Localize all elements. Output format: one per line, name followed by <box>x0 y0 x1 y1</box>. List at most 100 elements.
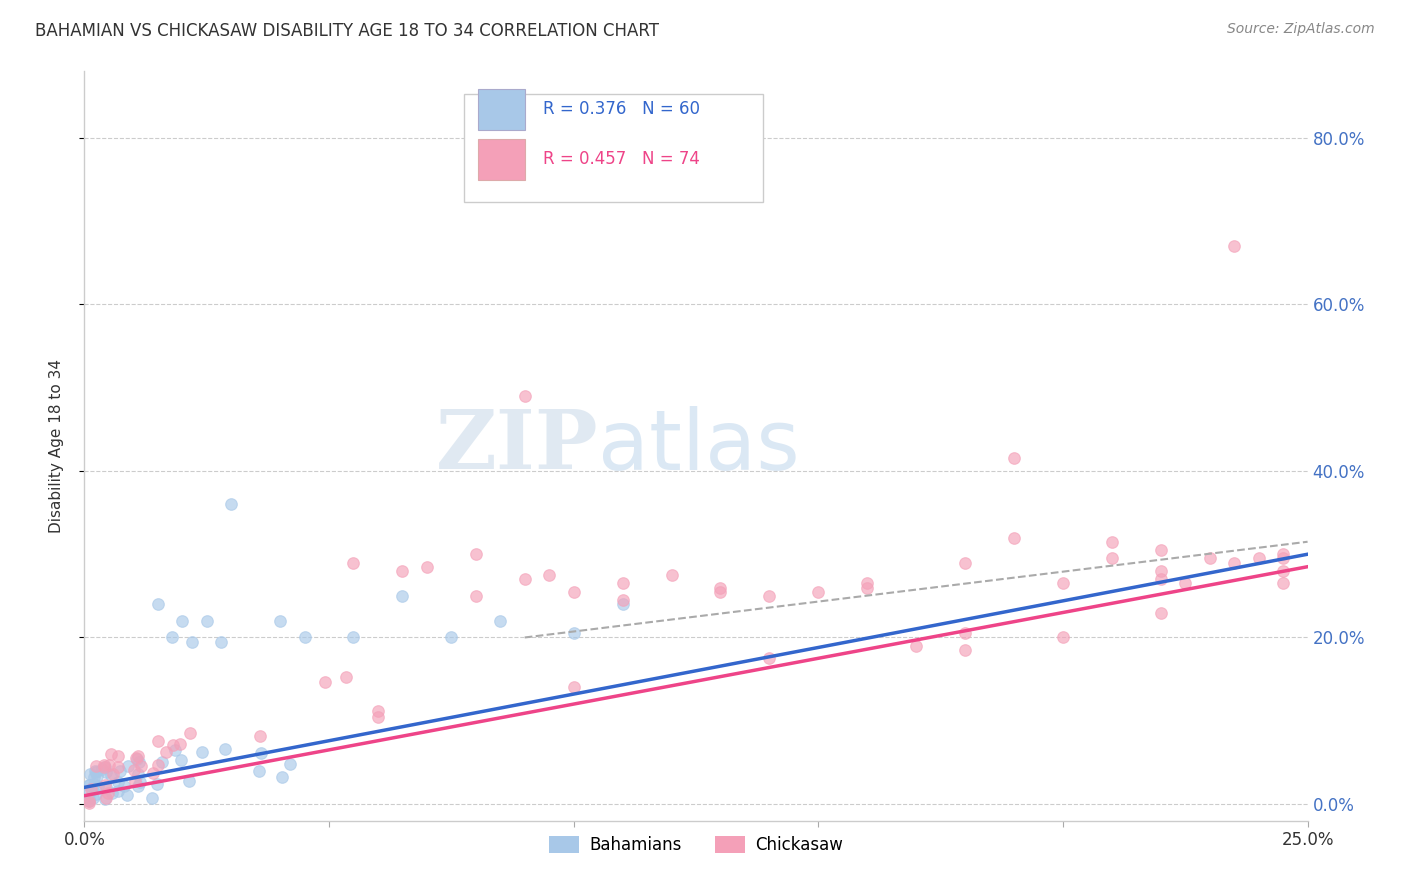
Point <box>107 784 129 798</box>
Point <box>93 758 115 772</box>
Point <box>562 626 585 640</box>
Point <box>128 756 150 770</box>
Legend: Bahamians, Chickasaw: Bahamians, Chickasaw <box>543 830 849 861</box>
Text: ZIP: ZIP <box>436 406 598 486</box>
Point <box>538 568 561 582</box>
Point <box>191 745 214 759</box>
Point <box>314 675 336 690</box>
Point <box>84 759 107 773</box>
Point <box>93 760 115 774</box>
Point <box>170 753 193 767</box>
Point <box>122 763 145 777</box>
Point <box>84 764 107 778</box>
Point <box>93 778 115 792</box>
Point <box>391 589 413 603</box>
Point <box>77 794 100 808</box>
Point <box>124 751 146 765</box>
Point <box>124 773 146 788</box>
Point <box>1150 572 1173 586</box>
Point <box>1052 631 1074 645</box>
Point <box>758 651 780 665</box>
Point <box>271 770 294 784</box>
Point <box>82 790 104 805</box>
Point <box>1101 534 1123 549</box>
Point <box>86 769 108 783</box>
Point <box>93 760 115 774</box>
Text: Source: ZipAtlas.com: Source: ZipAtlas.com <box>1227 22 1375 37</box>
Point <box>181 634 204 648</box>
Point <box>709 584 731 599</box>
Point <box>94 780 117 795</box>
Point <box>440 631 463 645</box>
Point <box>142 765 165 780</box>
Point <box>107 749 129 764</box>
Point <box>489 614 512 628</box>
Point <box>84 787 107 801</box>
Point <box>1150 606 1173 620</box>
Point <box>856 576 879 591</box>
Point <box>146 597 169 611</box>
Point <box>214 742 236 756</box>
Point <box>80 782 103 797</box>
Point <box>391 564 413 578</box>
Point <box>93 791 115 805</box>
Point <box>709 581 731 595</box>
Point <box>250 746 273 760</box>
Point <box>155 745 177 759</box>
Point <box>127 780 149 794</box>
Point <box>94 764 117 779</box>
Point <box>278 756 301 771</box>
Text: BAHAMIAN VS CHICKASAW DISABILITY AGE 18 TO 34 CORRELATION CHART: BAHAMIAN VS CHICKASAW DISABILITY AGE 18 … <box>35 22 659 40</box>
Point <box>1198 551 1220 566</box>
Point <box>172 614 194 628</box>
Point <box>905 639 928 653</box>
Y-axis label: Disability Age 18 to 34: Disability Age 18 to 34 <box>49 359 63 533</box>
Point <box>91 762 114 776</box>
Point <box>100 747 122 762</box>
Point <box>953 626 976 640</box>
Point <box>562 681 585 695</box>
Point <box>129 758 152 772</box>
FancyBboxPatch shape <box>464 94 763 202</box>
Point <box>856 581 879 595</box>
Point <box>661 568 683 582</box>
Point <box>79 767 101 781</box>
Point <box>162 738 184 752</box>
Text: atlas: atlas <box>598 406 800 486</box>
Point <box>513 389 536 403</box>
Point <box>367 704 389 718</box>
Point <box>758 589 780 603</box>
Point <box>80 781 103 796</box>
Point <box>416 559 439 574</box>
Text: R = 0.457   N = 74: R = 0.457 N = 74 <box>543 151 700 169</box>
Point <box>342 631 364 645</box>
Point <box>464 547 486 561</box>
Point <box>1272 551 1295 566</box>
Point <box>77 794 100 808</box>
Point <box>562 584 585 599</box>
Point <box>219 497 242 511</box>
Point <box>77 796 100 810</box>
Point <box>162 631 184 645</box>
Point <box>101 786 124 800</box>
Point <box>77 792 100 806</box>
Point <box>146 757 169 772</box>
Point <box>114 779 136 793</box>
Point <box>269 614 291 628</box>
Point <box>1002 451 1025 466</box>
Point <box>87 779 110 793</box>
Point <box>100 768 122 782</box>
Point <box>125 752 148 766</box>
Point <box>335 670 357 684</box>
Point <box>1272 564 1295 578</box>
Point <box>1101 551 1123 566</box>
Point <box>807 584 830 599</box>
Point <box>179 726 201 740</box>
Point <box>1272 547 1295 561</box>
Point <box>367 709 389 723</box>
Point <box>612 597 634 611</box>
Point <box>247 764 270 779</box>
Point <box>294 631 316 645</box>
Point <box>97 785 120 799</box>
Text: R = 0.376   N = 60: R = 0.376 N = 60 <box>543 100 700 119</box>
